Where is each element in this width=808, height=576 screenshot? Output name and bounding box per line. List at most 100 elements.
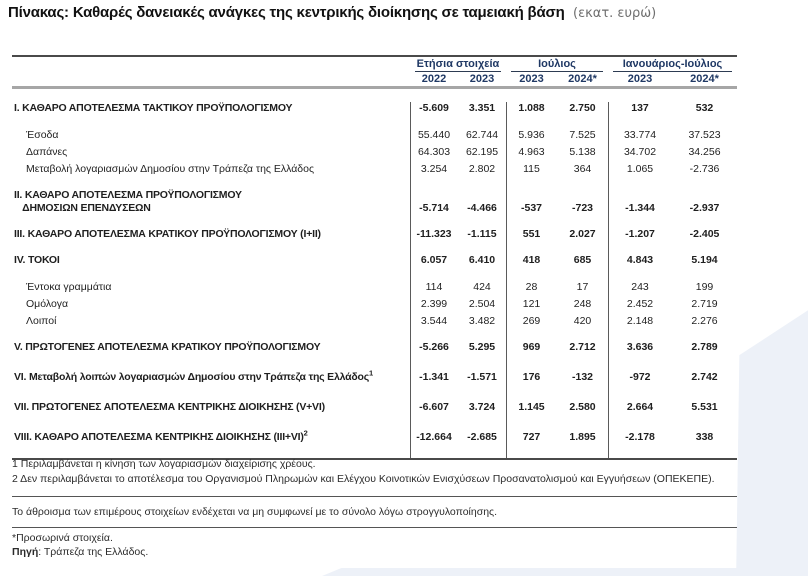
table-row: ΙΙΙ. ΚΑΘΑΡΟ ΑΠΟΤΕΛΕΣΜΑ ΚΡΑΤΙΚΟΥ ΠΡΟΫΠΟΛΟ… xyxy=(12,228,737,241)
row-value: 2.399 xyxy=(420,298,448,310)
row-value: 55.440 xyxy=(417,129,451,141)
table-row: V. ΠΡΩΤΟΓΕΝΕΣ ΑΠΟΤΕΛΕΣΜΑ ΚΡΑΤΙΚΟΥ ΠΡΟΫΠΟ… xyxy=(12,341,737,354)
table-row: Έσοδα 55.440 62.744 5.936 7.525 33.774 37.523 xyxy=(12,129,737,142)
row-value: 6.057 xyxy=(420,254,448,266)
row-label: VIII. ΚΑΘΑΡΟ ΑΠΟΤΕΛΕΣΜΑ ΚΕΝΤΡΙΚΗΣ ΔΙΟΙΚΗ… xyxy=(14,428,308,443)
row-value: -1.115 xyxy=(467,228,497,240)
row-label: Ι. ΚΑΘΑΡΟ ΑΠΟΤΕΛΕΣΜΑ ΤΑΚΤΙΚΟΥ ΠΡΟΫΠΟΛΟΓΙ… xyxy=(14,102,293,114)
row-value: 2.750 xyxy=(569,102,596,114)
row-value: -1.344 xyxy=(625,202,655,214)
column-divider-line xyxy=(410,102,411,458)
row-label: VI. Μεταβολή λοιπών λογαριασμών Δημοσίου… xyxy=(14,368,373,383)
row-value: 5.194 xyxy=(691,254,718,266)
row-value: -2.937 xyxy=(689,202,720,214)
separator-line xyxy=(12,527,737,528)
row-label: ΙΙ. ΚΑΘΑΡΟ ΑΠΟΤΕΛΕΣΜΑ ΠΡΟΫΠΟΛΟΓΙΣΜΟΥ ΔΗΜ… xyxy=(14,189,242,214)
row-value: -537 xyxy=(520,202,542,214)
row-value: 4.843 xyxy=(626,254,654,266)
row-value: -2.405 xyxy=(689,228,720,240)
row-value: -1.571 xyxy=(467,371,497,383)
row-value: 418 xyxy=(522,254,541,266)
row-value: 1.895 xyxy=(569,431,596,443)
table-row: Λοιποί 3.544 3.482 269 420 2.148 2.276 xyxy=(12,315,737,328)
column-group-label: Ετήσια στοιχεία xyxy=(415,58,501,72)
row-value: -2.736 xyxy=(689,163,720,175)
source-label: Πηγή xyxy=(12,546,39,558)
row-value: 34.256 xyxy=(688,146,721,158)
table-body: Ι. ΚΑΘΑΡΟ ΑΠΟΤΕΛΕΣΜΑ ΤΑΚΤΙΚΟΥ ΠΡΟΫΠΟΛΟΓΙ… xyxy=(12,102,737,460)
row-label: V. ΠΡΩΤΟΓΕΝΕΣ ΑΠΟΤΕΛΕΣΜΑ ΚΡΑΤΙΚΟΥ ΠΡΟΫΠΟ… xyxy=(14,341,321,353)
row-value: 176 xyxy=(522,371,541,383)
row-value: 33.774 xyxy=(623,129,657,141)
row-value: 137 xyxy=(631,102,649,114)
column-group-label: Ιανουάριος-Ιούλιος xyxy=(613,58,732,72)
provisional-note: *Προσωρινά στοιχεία. xyxy=(12,532,113,544)
title-text: Πίνακας: Καθαρές δανειακές ανάγκες της κ… xyxy=(8,4,565,21)
row-value: 2.742 xyxy=(691,371,718,383)
table-row: ΙΙ. ΚΑΘΑΡΟ ΑΠΟΤΕΛΕΣΜΑ ΠΡΟΫΠΟΛΟΓΙΣΜΟΥ ΔΗΜ… xyxy=(12,189,737,215)
table-row: Μεταβολή λογαριασμών Δημοσίου στην Τράπε… xyxy=(12,163,737,176)
row-value: 5.295 xyxy=(468,341,496,353)
footnote-marker: 1 xyxy=(369,368,373,378)
page-title: Πίνακας: Καθαρές δανειακές ανάγκες της κ… xyxy=(8,4,656,22)
row-value: 121 xyxy=(522,298,541,310)
row-value: 2.027 xyxy=(569,228,596,240)
row-value: 3.724 xyxy=(468,401,496,413)
column-divider-line xyxy=(608,102,609,458)
row-value: -2.685 xyxy=(467,431,497,443)
row-value: 5.936 xyxy=(518,129,545,141)
row-value: 3.482 xyxy=(468,315,496,327)
row-value: -2.178 xyxy=(625,431,655,443)
table-row: VI. Μεταβολή λοιπών λογαριασμών Δημοσίου… xyxy=(12,368,737,384)
table-row: VIII. ΚΑΘΑΡΟ ΑΠΟΤΕΛΕΣΜΑ ΚΕΝΤΡΙΚΗΣ ΔΙΟΙΚΗ… xyxy=(12,428,737,444)
row-value: 114 xyxy=(425,281,443,293)
row-value: 727 xyxy=(522,431,541,443)
row-label: VII. ΠΡΩΤΟΓΕΝΕΣ ΑΠΟΤΕΛΕΣΜΑ ΚΕΝΤΡΙΚΗΣ ΔΙΟ… xyxy=(14,401,325,413)
row-value: 969 xyxy=(522,341,541,353)
row-value: -972 xyxy=(629,371,651,383)
row-label: Έντοκα γραμμάτια xyxy=(26,281,112,293)
row-value: 2.802 xyxy=(468,163,496,175)
row-label: Έσοδα xyxy=(26,129,59,141)
row-label: Ομόλογα xyxy=(26,298,69,310)
column-divider-line xyxy=(506,102,507,458)
source-text: : Τράπεζα της Ελλάδος. xyxy=(38,546,149,558)
row-value: -11.323 xyxy=(416,228,452,240)
footnote: 2 Δεν περιλαμβάνεται το αποτέλεσμα του Ο… xyxy=(12,473,715,485)
year-column-header: 2024* xyxy=(690,73,719,85)
row-label: Δαπάνες xyxy=(26,146,68,158)
row-value: 3.544 xyxy=(420,315,448,327)
row-value: 685 xyxy=(573,254,592,266)
separator-line xyxy=(12,496,737,497)
row-value: 1.088 xyxy=(518,102,545,114)
row-value: 115 xyxy=(523,163,540,175)
row-value: 2.789 xyxy=(691,341,718,353)
row-value: 4.963 xyxy=(518,146,545,158)
table-row: Δαπάνες 64.303 62.195 4.963 5.138 34.702 34.25… xyxy=(12,146,737,159)
table-row: IV. ΤΟΚΟΙ 6.057 6.410 418 685 4.843 5.194 xyxy=(12,254,737,267)
row-value: 62.195 xyxy=(465,146,499,158)
row-value: 420 xyxy=(573,315,592,327)
footnote-marker: 2 xyxy=(303,428,308,438)
notes-section: 1 Περιλαμβάνεται η κίνηση των λογαριασμώ… xyxy=(12,457,737,559)
row-value: -132 xyxy=(571,371,593,383)
row-value: -12.664 xyxy=(416,431,452,443)
row-value: 17 xyxy=(576,281,589,293)
row-label: IV. ΤΟΚΟΙ xyxy=(14,254,60,266)
row-value: -6.607 xyxy=(419,401,449,413)
row-value: 269 xyxy=(522,315,541,327)
row-value: -4.466 xyxy=(467,202,497,214)
row-value: 199 xyxy=(695,281,714,293)
year-column-header: 2023 xyxy=(627,73,653,85)
row-value: 2.276 xyxy=(691,315,718,327)
data-table: Ετήσια στοιχεία Ιούλιος Ιανουάριος-Ιούλιος… xyxy=(12,55,737,460)
year-column-header: 2024* xyxy=(568,73,597,85)
year-column-header: 2022 xyxy=(421,73,447,85)
row-value: 5.531 xyxy=(691,401,718,413)
row-value: 3.351 xyxy=(468,102,496,114)
row-value: 2.580 xyxy=(569,401,596,413)
row-value: 2.504 xyxy=(468,298,496,310)
footnote: 1 Περιλαμβάνεται η κίνηση των λογαριασμώ… xyxy=(12,458,316,470)
row-value: 1.065 xyxy=(626,163,654,175)
